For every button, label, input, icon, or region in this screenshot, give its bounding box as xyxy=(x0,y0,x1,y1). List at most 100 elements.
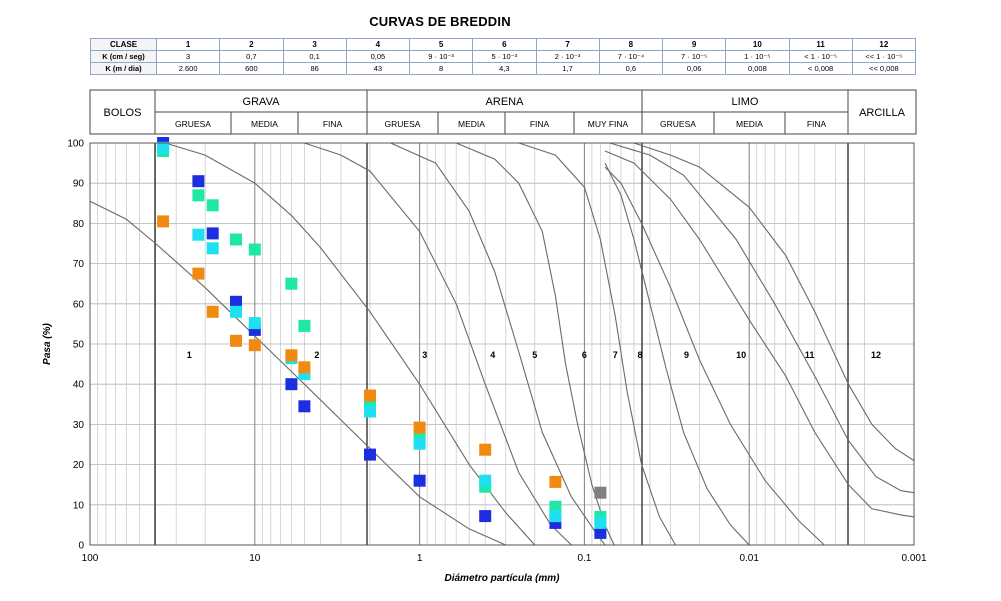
data-point xyxy=(206,305,219,318)
breddin-curve xyxy=(390,142,606,546)
data-point xyxy=(364,405,376,418)
breddin-curve xyxy=(633,142,915,462)
class-number-label: 12 xyxy=(871,350,881,360)
data-point xyxy=(157,141,170,154)
data-point xyxy=(298,400,311,413)
class-number-label: 9 xyxy=(684,350,689,360)
class-header-label: CLASE xyxy=(90,38,157,51)
data-point xyxy=(230,305,242,318)
data-point xyxy=(248,323,261,336)
class-number-label: 1 xyxy=(187,350,192,360)
soil-subgroup-label: GRUESA xyxy=(175,119,211,129)
y-tick-label: 60 xyxy=(73,299,85,310)
breddin-curve xyxy=(604,162,750,546)
breddin-curve xyxy=(604,150,915,518)
plot-frame xyxy=(89,142,915,546)
data-point xyxy=(285,378,298,391)
y-tick-label: 100 xyxy=(67,139,84,150)
class-number-label: 7 xyxy=(613,350,618,360)
y-tick-label: 20 xyxy=(73,460,85,471)
y-tick-label: 70 xyxy=(73,259,85,270)
k-mdia-cell: 86 xyxy=(282,62,347,75)
breddin-curve xyxy=(604,166,825,546)
data-point xyxy=(479,474,492,487)
data-point xyxy=(157,215,170,228)
data-point xyxy=(413,437,426,450)
class-row: CLASE 1 2 3 4 5 6 7 8 9 10 11 12 xyxy=(90,38,917,51)
data-point xyxy=(192,228,205,241)
k-mdia-cell: 0,6 xyxy=(598,62,664,75)
y-tick-label: 10 xyxy=(73,500,85,511)
data-point xyxy=(298,361,311,374)
data-point xyxy=(230,233,242,246)
data-point xyxy=(479,443,492,456)
data-point xyxy=(413,474,426,487)
data-point xyxy=(298,319,311,332)
data-point xyxy=(549,500,562,513)
breddin-curve xyxy=(609,142,915,494)
soil-group-label: ARENA xyxy=(486,96,525,108)
class-number-label: 5 xyxy=(532,350,537,360)
data-point xyxy=(230,295,242,308)
data-point xyxy=(285,349,298,362)
soil-group-label: LIMO xyxy=(732,96,759,108)
data-point xyxy=(206,199,219,212)
data-point xyxy=(248,339,261,352)
data-point xyxy=(248,243,261,256)
soil-subgroup-label: MUY FINA xyxy=(588,119,629,129)
data-point xyxy=(549,510,562,523)
data-point xyxy=(285,277,298,290)
class-number-label: 4 xyxy=(490,350,495,360)
data-point xyxy=(206,242,219,255)
k-mdia-cell: 2.600 xyxy=(155,62,221,75)
k-mdia-cell: 0,008 xyxy=(725,62,790,75)
soil-subgroup-label: GRUESA xyxy=(385,119,421,129)
class-number-label: 6 xyxy=(582,350,587,360)
breddin-curve xyxy=(304,142,572,546)
class-number-label: 11 xyxy=(805,350,815,360)
soil-group-label: ARCILLA xyxy=(859,107,906,119)
data-point xyxy=(549,475,562,488)
class-number-label: 8 xyxy=(637,350,642,360)
k-mdia-cell: 4,3 xyxy=(472,62,537,75)
breddin-curve xyxy=(455,142,615,546)
soil-subgroup-label: MEDIA xyxy=(251,119,278,129)
breddin-curve xyxy=(89,200,507,546)
y-tick-label: 40 xyxy=(73,380,85,391)
data-point xyxy=(192,189,205,202)
data-point xyxy=(206,227,219,240)
x-tick-label: 0.1 xyxy=(577,553,591,564)
soil-subgroup-label: FINA xyxy=(323,119,343,129)
k-mdia-label: K (m / dia) xyxy=(90,62,157,75)
x-tick-label: 10 xyxy=(249,553,261,564)
y-tick-label: 0 xyxy=(78,541,84,552)
data-point xyxy=(364,389,376,402)
soil-subgroup-label: GRUESA xyxy=(660,119,696,129)
k-mdia-row: K (m / dia) 2.600 600 86 43 8 4,3 1,7 0,… xyxy=(90,62,917,75)
breddin-curve xyxy=(518,142,676,546)
y-tick-label: 50 xyxy=(73,340,85,351)
class-number-label: 3 xyxy=(422,350,427,360)
data-point xyxy=(230,334,242,347)
chart-title: CURVAS DE BREDDIN xyxy=(369,14,511,29)
k-cms-row: K (cm / seg) 3 0,7 0,1 0,05 9 · 10⁻³ 5 ·… xyxy=(90,50,917,63)
x-tick-label: 100 xyxy=(82,553,99,564)
x-axis-label: Diámetro partícula (mm) xyxy=(444,573,560,584)
x-tick-label: 0.01 xyxy=(739,553,759,564)
class-number-label: 2 xyxy=(314,350,319,360)
y-axis-label: Pasa (%) xyxy=(42,322,53,364)
soil-subgroup-label: MEDIA xyxy=(458,119,485,129)
data-point xyxy=(192,267,205,280)
data-point xyxy=(594,516,607,529)
k-mdia-cell: << 0,008 xyxy=(851,62,917,75)
data-point xyxy=(479,510,492,523)
y-tick-label: 30 xyxy=(73,420,85,431)
x-tick-label: 0.001 xyxy=(901,553,926,564)
data-point xyxy=(192,175,205,188)
k-cms-label: K (cm / seg) xyxy=(90,50,157,63)
data-point xyxy=(364,448,376,461)
data-points xyxy=(157,137,607,539)
soil-subgroup-label: FINA xyxy=(807,119,827,129)
data-point xyxy=(594,526,607,539)
